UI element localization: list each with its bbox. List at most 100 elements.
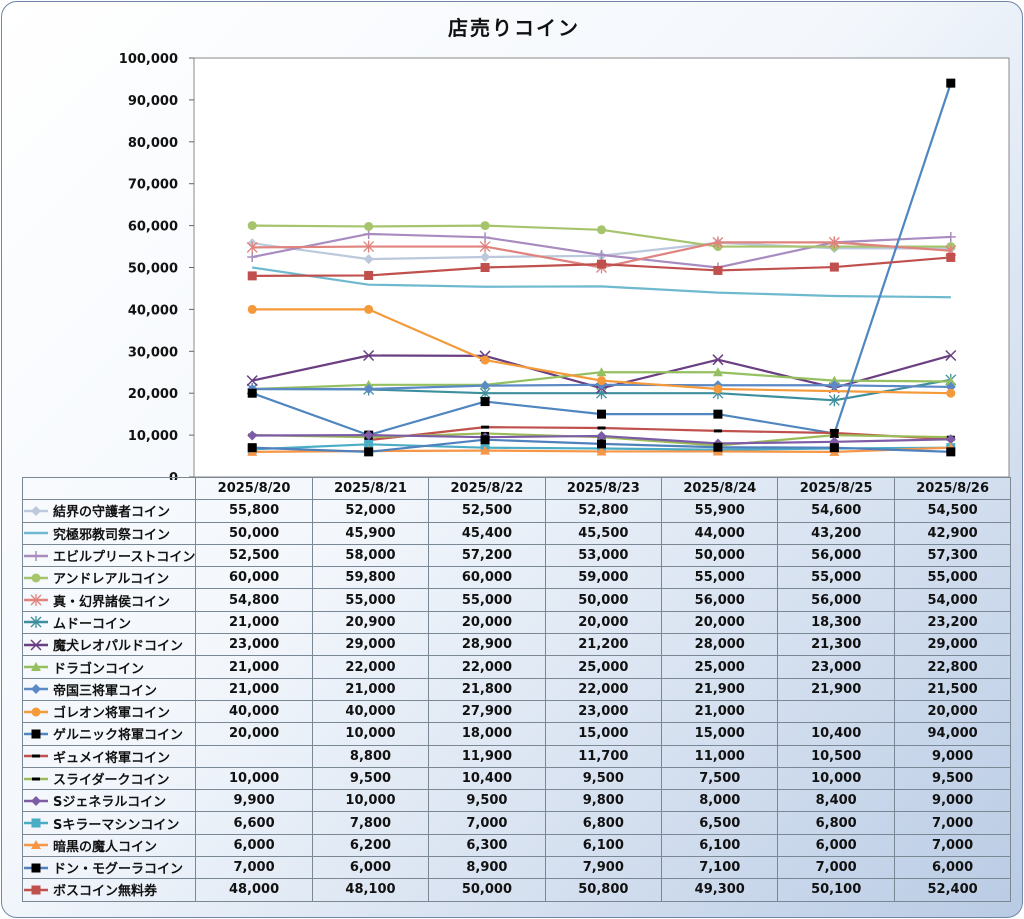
data-label: 9,800 — [544, 789, 663, 813]
data-label: 44,000 — [661, 521, 779, 545]
data-label: 9,500 — [311, 766, 430, 791]
data-label: 45,900 — [311, 521, 430, 545]
y-tick-label: 30,000 — [128, 345, 178, 360]
legend-key — [24, 505, 48, 516]
data-point — [247, 271, 257, 281]
y-tick-label: 50,000 — [128, 262, 178, 277]
data-point — [596, 249, 607, 260]
data-label: 21,900 — [777, 677, 895, 701]
legend-marker — [32, 754, 40, 758]
legend-entry: スライダークコイン — [21, 766, 197, 791]
data-label: 56,000 — [777, 543, 895, 568]
data-label: 6,000 — [893, 856, 1012, 880]
legend-marker — [31, 662, 41, 672]
table-row: 結界の守護者コイン 55,800 52,000 52,500 52,800 55,900 5… — [21, 499, 1012, 523]
data-label: 7,000 — [777, 856, 895, 880]
data-label: 18,300 — [777, 610, 895, 635]
data-point — [945, 231, 956, 242]
data-label: 57,300 — [893, 543, 1012, 568]
data-label: 50,000 — [661, 543, 779, 568]
series-line — [252, 266, 951, 299]
data-label: 94,000 — [893, 722, 1012, 746]
data-label: 10,000 — [311, 722, 430, 746]
x-tick-label: 2025/8/23 — [544, 476, 663, 501]
data-label: 52,500 — [428, 499, 546, 523]
data-point — [480, 252, 491, 263]
data-point — [828, 236, 840, 249]
data-point — [945, 434, 956, 445]
legend-label: 結界の守護者コイン — [53, 505, 171, 521]
legend-entry: 究極邪教司祭コイン — [21, 521, 197, 545]
data-label: 50,000 — [428, 878, 546, 902]
data-label: 40,000 — [311, 699, 430, 724]
legend-label: ボスコイン無料券 — [53, 884, 158, 900]
data-label: 27,900 — [428, 699, 546, 724]
data-label: 52,500 — [195, 543, 313, 568]
legend-key — [24, 550, 48, 561]
legend-label: 真・幻界諸侯コイン — [53, 594, 171, 610]
data-label: 7,000 — [893, 811, 1012, 835]
data-label: 6,000 — [195, 833, 313, 858]
data-point — [480, 397, 490, 407]
table-row: 究極邪教司祭コイン 50,000 45,900 45,400 45,500 44,000 4… — [21, 521, 1012, 545]
data-label: 56,000 — [777, 588, 895, 612]
data-point — [828, 394, 840, 407]
y-tick-label: 10,000 — [128, 429, 178, 444]
table-row: ギュメイ将軍コイン 8,800 11,900 11,700 11,000 10,500 9,… — [21, 744, 1012, 768]
data-point — [830, 431, 839, 435]
legend-key — [24, 818, 48, 828]
data-point — [596, 446, 607, 456]
data-label: 8,800 — [311, 744, 430, 768]
legend-label: ギュメイ将軍コイン — [53, 750, 171, 766]
data-label: 10,500 — [777, 744, 895, 768]
data-label: 23,000 — [544, 699, 663, 724]
legend-marker — [31, 684, 41, 695]
data-label: 49,300 — [661, 878, 779, 902]
data-label: 22,000 — [544, 677, 663, 701]
data-label: 20,000 — [661, 610, 779, 635]
data-point — [480, 355, 490, 365]
data-label: 29,000 — [893, 633, 1012, 657]
data-point — [713, 265, 723, 275]
data-label: 28,000 — [661, 633, 779, 657]
data-label: 50,000 — [544, 588, 663, 612]
data-label: 15,000 — [544, 722, 663, 746]
data-label: 7,500 — [661, 766, 779, 791]
data-point — [946, 388, 956, 398]
legend-key — [24, 531, 48, 535]
legend-label: ゲルニック将軍コイン — [53, 728, 184, 744]
data-label: 18,000 — [428, 722, 546, 746]
legend-marker — [31, 707, 41, 717]
legend-entry: Sキラーマシンコイン — [21, 811, 197, 835]
data-label: 7,900 — [544, 856, 663, 880]
data-label: 42,900 — [893, 521, 1012, 545]
data-label: 56,000 — [661, 588, 779, 612]
data-point — [830, 433, 839, 437]
legend-label: 魔犬レオパルドコイン — [53, 639, 184, 655]
data-label: 22,000 — [311, 655, 430, 679]
legend-entry: 結界の守護者コイン — [21, 499, 197, 523]
data-point — [480, 445, 491, 455]
data-label: 10,000 — [195, 766, 313, 791]
data-label: 8,900 — [428, 856, 546, 880]
data-label: 43,200 — [777, 521, 895, 545]
data-point — [597, 376, 606, 386]
data-point — [597, 259, 606, 269]
legend-marker — [30, 594, 42, 607]
data-label: 9,500 — [893, 766, 1012, 791]
data-label: 50,100 — [777, 878, 895, 902]
data-point — [945, 349, 957, 362]
data-label: 10,400 — [428, 766, 546, 791]
x-tick-label: 2025/8/26 — [893, 476, 1012, 501]
legend-label: 究極邪教司祭コイン — [53, 527, 171, 543]
x-tick-label: 2025/8/24 — [661, 476, 779, 501]
data-point — [480, 221, 490, 231]
data-label: 21,800 — [428, 677, 546, 701]
data-label: 22,000 — [428, 655, 546, 679]
data-label: 54,000 — [893, 588, 1012, 612]
data-label: 20,000 — [428, 610, 546, 635]
legend-entry: ゴレオン将軍コイン — [21, 699, 197, 724]
legend-entry: 真・幻界諸侯コイン — [21, 588, 197, 612]
data-label: 9,500 — [544, 766, 663, 791]
table-row: 魔犬レオパルドコイン 23,000 29,000 28,900 21,200 28,000… — [21, 633, 1012, 657]
